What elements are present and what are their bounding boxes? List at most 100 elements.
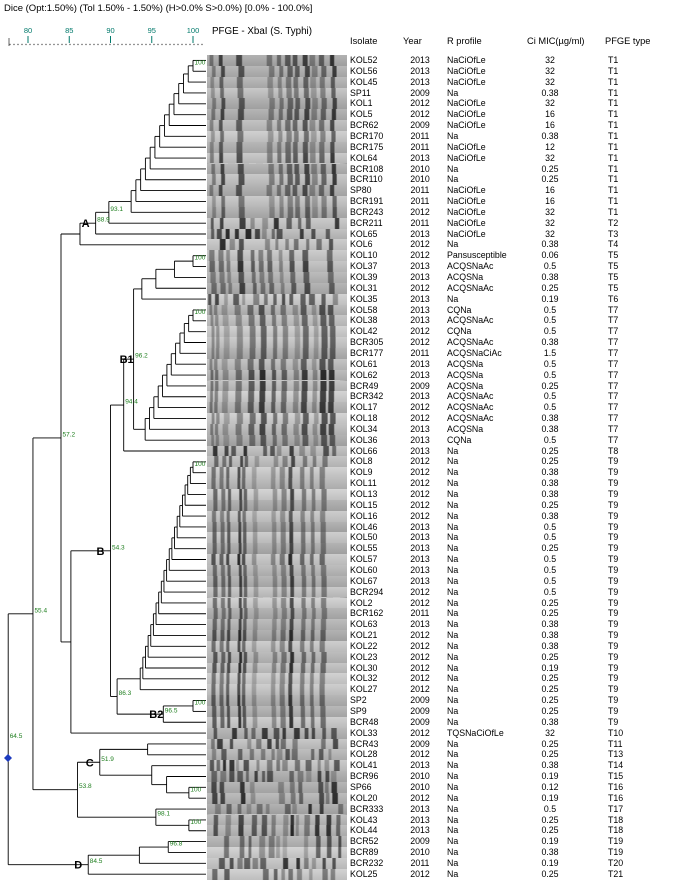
cell-year: 2013: [410, 358, 430, 369]
cell-profile: Na: [447, 564, 459, 575]
cell-ptype: T7: [608, 423, 619, 434]
table-row: BCR96 2010 Na 0.19 T15: [348, 771, 685, 782]
table-row: BCR177 2011 ACQSNaCiAc 1.5 T7: [348, 348, 685, 359]
node-similarity-value: 88.9: [97, 217, 110, 224]
root-node-marker: [4, 754, 12, 762]
cell-mic: 0.06: [541, 250, 559, 261]
gel-lane: [207, 87, 347, 99]
cell-profile: TQSNaCiOfLe: [447, 727, 504, 738]
cell-mic: 0.25: [541, 174, 559, 185]
cell-ptype: T1: [608, 206, 619, 217]
cell-profile: Na: [447, 597, 459, 608]
cell-profile: Na: [447, 174, 459, 185]
scale-dot: [173, 43, 175, 46]
cell-isolate: SP9: [350, 706, 367, 716]
cell-profile: ACQSNaAc: [447, 315, 494, 326]
gel-lane: [207, 76, 347, 88]
gel-lane: [207, 434, 347, 446]
cell-isolate: BCR52: [350, 836, 379, 847]
cell-year: 2012: [410, 586, 430, 597]
cell-year: 2012: [410, 662, 430, 673]
gel-lane: [207, 141, 347, 153]
cell-ptype: T16: [608, 792, 624, 803]
table-row: KOL43 2013 Na 0.25 T18: [348, 815, 685, 826]
gel-lane: [207, 695, 347, 706]
scale-dot: [13, 43, 15, 46]
node-similarity-value: 100: [195, 255, 206, 262]
cell-year: 2012: [410, 792, 430, 803]
table-row: KOL64 2013 NaCiOfLe 32 T1: [348, 153, 685, 164]
cell-mic: 0.38: [541, 619, 559, 630]
gel-lane: [207, 619, 347, 631]
cell-mic: 0.5: [543, 261, 557, 272]
cell-year: 2013: [410, 293, 430, 304]
cell-mic: 0.38: [541, 847, 559, 858]
cell-year: 2013: [410, 554, 430, 565]
cell-year: 2013: [410, 76, 430, 87]
cell-mic: 0.38: [541, 130, 559, 141]
cell-mic: 0.5: [543, 391, 557, 402]
cell-year: 2012: [410, 239, 430, 250]
cell-ptype: T8: [608, 445, 619, 456]
cell-ptype: T1: [608, 120, 619, 131]
gel-lane: [207, 847, 347, 858]
scale-dot: [177, 43, 179, 46]
table-row: SP11 2009 Na 0.38 T1: [348, 88, 685, 99]
gel-lane: [207, 293, 347, 305]
node-similarity-value: 96.8: [170, 841, 183, 848]
cell-ptype: T9: [608, 489, 619, 499]
scale-dot: [73, 43, 75, 46]
cell-year: 2012: [410, 868, 430, 879]
scale-tick-label: 80: [24, 26, 32, 35]
cell-ptype: T9: [608, 456, 619, 467]
cell-profile: ACQSNa: [447, 272, 484, 282]
table-row: KOL17 2012 ACQSNaAc 0.5 T7: [348, 402, 685, 413]
scale-dot: [93, 43, 95, 46]
cell-year: 2012: [410, 109, 430, 120]
cell-isolate: KOL22: [350, 640, 378, 651]
cell-mic: 0.38: [541, 630, 559, 641]
cell-ptype: T9: [608, 673, 619, 684]
cell-year: 2009: [410, 706, 430, 716]
cell-ptype: T19: [608, 836, 624, 847]
cell-isolate: BCR294: [350, 586, 384, 597]
gel-lane: [207, 174, 347, 186]
cell-year: 2012: [410, 749, 430, 760]
scale-dot: [97, 43, 99, 46]
cell-mic: 0.19: [541, 293, 559, 304]
scale-dot: [17, 43, 19, 46]
cell-isolate: KOL2: [350, 597, 373, 608]
gel-lane: [207, 792, 347, 804]
cluster-label-A: A: [82, 218, 90, 230]
cell-year: 2012: [410, 489, 430, 499]
scale-dot: [33, 43, 35, 46]
cell-ptype: T9: [608, 521, 619, 532]
cell-isolate: KOL45: [350, 76, 378, 87]
cell-ptype: T7: [608, 380, 619, 391]
cell-isolate: KOL25: [350, 868, 378, 879]
cell-profile: Na: [447, 662, 459, 673]
gel-lane: [207, 651, 347, 663]
cell-isolate: KOL55: [350, 543, 378, 554]
gel-lane: [207, 771, 347, 782]
cell-profile: Na: [447, 825, 459, 836]
cell-isolate: BCR177: [350, 347, 384, 358]
table-row: SP66 2010 Na 0.12 T16: [348, 782, 685, 793]
cell-year: 2012: [410, 456, 430, 467]
cell-mic: 0.25: [541, 868, 559, 879]
table-row: KOL5 2012 NaCiOfLe 16 T1: [348, 109, 685, 120]
cell-isolate: KOL33: [350, 727, 378, 738]
cell-ptype: T7: [608, 304, 619, 315]
cell-profile: Na: [447, 792, 459, 803]
gel-lane: [207, 575, 347, 587]
scale-dot: [149, 43, 151, 46]
cell-profile: ACQSNa: [447, 369, 484, 380]
scale-dot: [21, 43, 23, 46]
scale-dot: [117, 43, 119, 46]
node-similarity-value: 54.3: [112, 544, 125, 551]
scale-dot: [25, 43, 27, 46]
table-row: BCR49 2009 ACQSNa 0.25 T7: [348, 381, 685, 392]
cell-profile: ACQSNaAc: [447, 402, 494, 413]
scale-dot: [65, 43, 67, 46]
cell-mic: 0.5: [543, 315, 557, 326]
